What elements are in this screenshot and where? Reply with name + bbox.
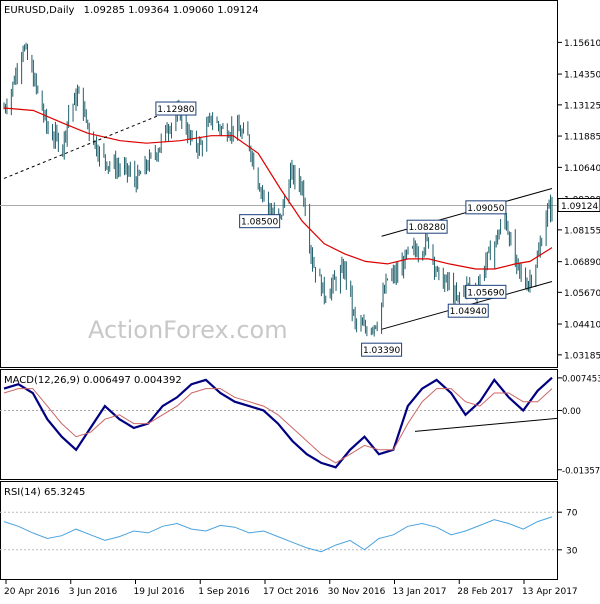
macd-signal-line bbox=[3, 388, 553, 464]
x-tick-label: 30 Nov 2016 bbox=[328, 587, 386, 597]
x-tick-label: 19 Jul 2016 bbox=[134, 587, 185, 597]
price-tick-label: 1.10640 bbox=[564, 164, 600, 174]
current-price-label: 1.09124 bbox=[561, 202, 598, 212]
watermark: ActionForex.com bbox=[88, 316, 288, 344]
moving-average-line bbox=[3, 107, 553, 270]
macd-trend-line bbox=[414, 417, 558, 432]
price-annotation-label: 1.12980 bbox=[157, 105, 194, 115]
macd-title: MACD(12,26,9) 0.006497 0.004392 bbox=[4, 375, 182, 386]
price-tick-label: 1.08155 bbox=[564, 226, 600, 236]
price-annotation-label: 1.03390 bbox=[363, 346, 400, 356]
rsi-tick-label: 70 bbox=[566, 509, 578, 519]
price-tick-label: 1.05670 bbox=[564, 289, 600, 299]
price-annotation-box bbox=[239, 214, 281, 229]
macd-tick-label: -0.013573 bbox=[562, 466, 600, 476]
x-tick-label: 3 Jun 2016 bbox=[69, 587, 118, 597]
x-tick-label: 20 Apr 2016 bbox=[4, 587, 60, 597]
current-price-box bbox=[557, 197, 600, 212]
x-tick-label: 28 Feb 2017 bbox=[457, 587, 513, 597]
macd-tick-label: 0.00 bbox=[562, 407, 581, 417]
x-tick-label: 13 Apr 2017 bbox=[522, 587, 578, 597]
price-tick-label: 1.13125 bbox=[564, 101, 600, 111]
trend-line bbox=[3, 108, 177, 179]
chart-title: EURUSD,Daily 1.09285 1.09364 1.09060 1.0… bbox=[4, 5, 259, 16]
x-tick-label: 17 Oct 2016 bbox=[263, 587, 319, 597]
price-annotation-label: 1.05690 bbox=[467, 288, 504, 298]
x-tick-label: 13 Jan 2017 bbox=[393, 587, 447, 597]
price-annotation-box bbox=[465, 200, 507, 215]
price-annotation-box bbox=[406, 219, 448, 234]
price-annotation-label: 1.04940 bbox=[450, 307, 487, 317]
price-tick-label: 1.11885 bbox=[564, 133, 600, 143]
rsi-panel bbox=[0, 481, 558, 580]
rsi-title: RSI(14) 65.3245 bbox=[4, 487, 85, 498]
price-annotation-box bbox=[447, 303, 489, 318]
x-tick-label: 1 Sep 2016 bbox=[198, 587, 250, 597]
price-tick-label: 1.04410 bbox=[564, 321, 600, 331]
macd-tick-label: 0.007453 bbox=[562, 374, 600, 384]
price-annotation-label: 1.08500 bbox=[241, 218, 278, 228]
rsi-tick-label: 30 bbox=[566, 546, 578, 556]
price-tick-label: 1.06890 bbox=[564, 258, 600, 268]
price-tick-label: 1.15610 bbox=[564, 39, 600, 49]
price-annotation-box bbox=[361, 342, 403, 357]
price-annotation-box bbox=[155, 101, 197, 116]
price-tick-label: 1.14350 bbox=[564, 71, 600, 81]
macd-main-line bbox=[3, 376, 553, 469]
rsi-line bbox=[3, 516, 553, 553]
price-axis-area bbox=[558, 0, 600, 600]
ohlc-label: 1.09285 1.09364 1.09060 1.09124 bbox=[84, 5, 259, 16]
price-tick-label: 1.03185 bbox=[564, 351, 600, 361]
price-annotation-label: 1.08280 bbox=[409, 223, 446, 233]
symbol-label: EURUSD,Daily bbox=[4, 5, 75, 16]
price-annotation-box bbox=[465, 284, 507, 299]
price-annotation-label: 1.09050 bbox=[467, 204, 504, 214]
